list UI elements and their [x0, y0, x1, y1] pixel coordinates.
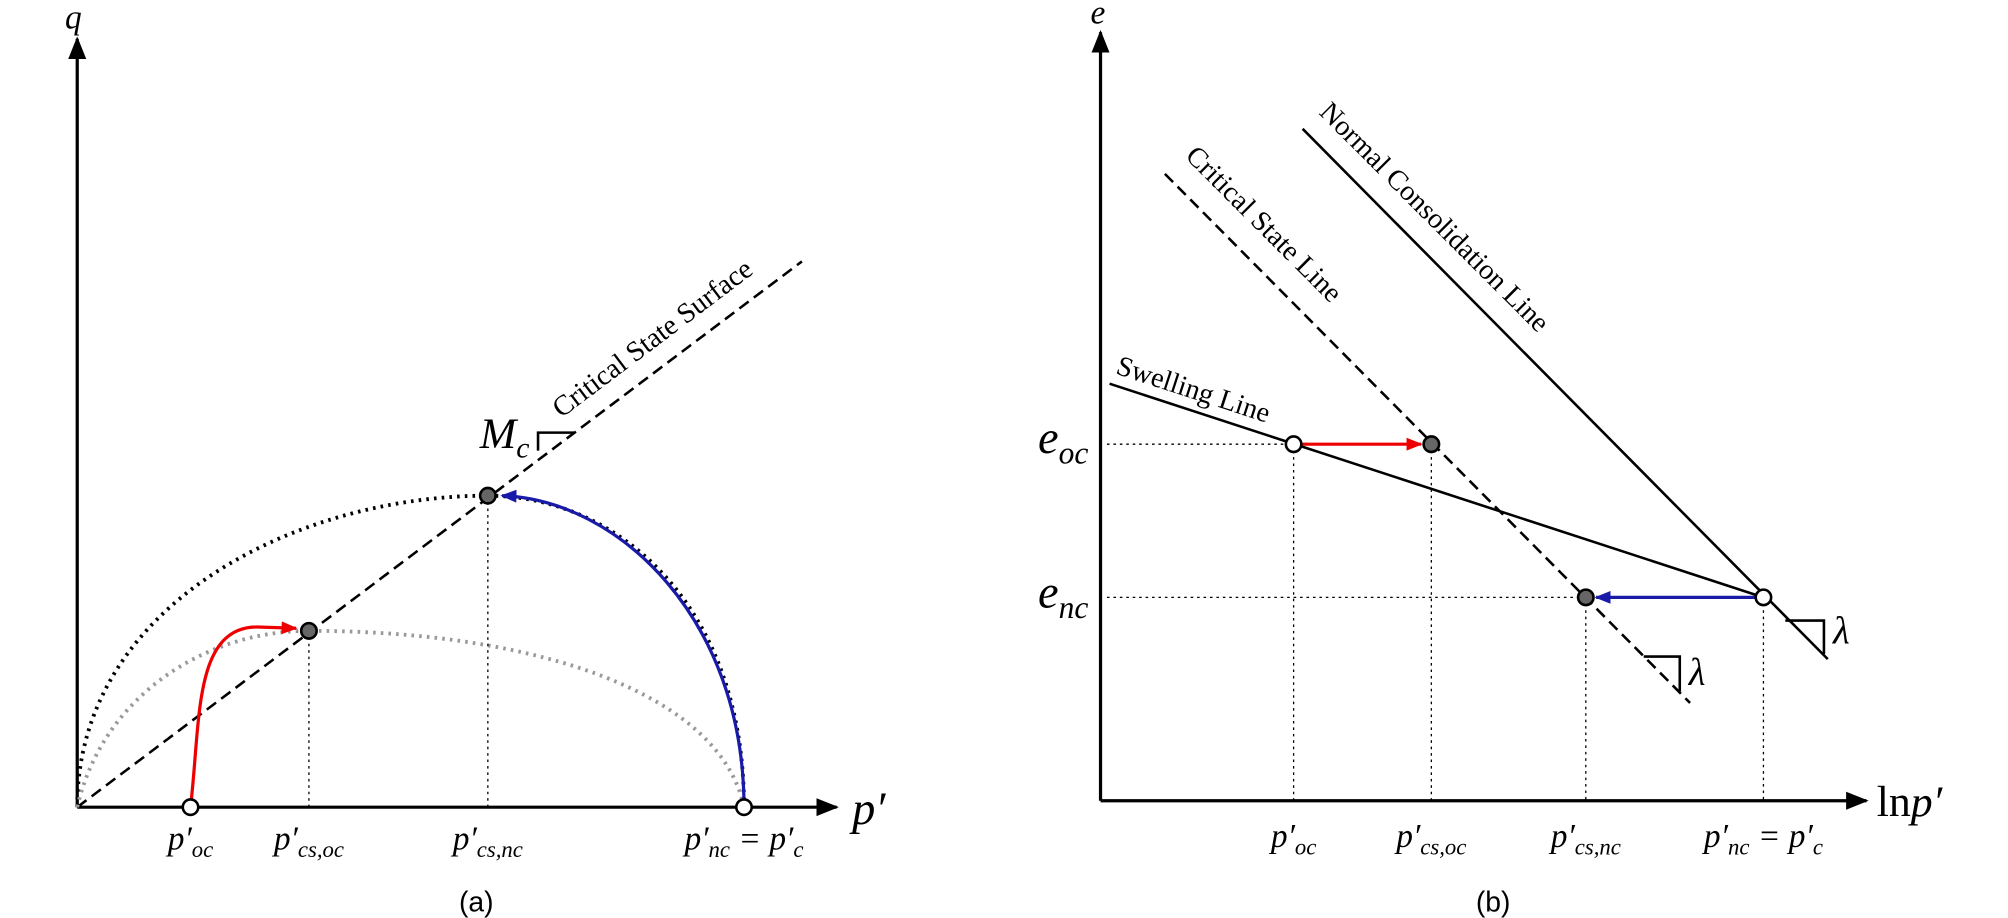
critical-state-line [76, 260, 803, 809]
nc-path [500, 489, 746, 808]
label-part: p′ [682, 821, 709, 858]
subscript: cs,nc [1575, 834, 1621, 859]
slope-label: Mc [479, 410, 530, 465]
slope-triangles [1643, 619, 1826, 692]
point-open [181, 798, 200, 817]
x-label: p′cs,oc [1394, 818, 1466, 859]
ncl [1301, 127, 1829, 661]
guide-lines [308, 495, 489, 808]
label-part: = p′ [1749, 818, 1813, 855]
slope-bracket [536, 431, 575, 451]
label-part: e [1038, 413, 1059, 464]
subscript: cs,oc [298, 837, 344, 862]
x-label: p′oc [1269, 818, 1317, 859]
x-axis-label: lnp′ [1877, 778, 1944, 826]
x-label: p′cs,oc [272, 821, 344, 862]
y-label: eoc [1038, 413, 1088, 470]
y-label: enc [1038, 568, 1088, 625]
y-axis-label: q [65, 0, 82, 36]
ncl-label: Normal Consolidation Line [1313, 96, 1555, 338]
label-part: p′ [166, 821, 193, 858]
slope-label: λ [1832, 611, 1850, 653]
yield-surface [75, 493, 746, 808]
label-part: p′ [272, 821, 299, 858]
oc-path [188, 621, 298, 808]
label-part: e [1038, 568, 1059, 619]
subscript: cs,nc [477, 837, 523, 862]
csl-label: Critical State Line [1179, 140, 1348, 309]
label-part: p′ [1702, 818, 1729, 855]
label-part: = p′ [730, 821, 794, 858]
point-open [1754, 588, 1773, 607]
subscript: c [793, 837, 803, 862]
label-part: p′ [1549, 818, 1576, 855]
point-filled [1576, 588, 1595, 607]
subscript: cs,oc [1420, 834, 1466, 859]
point-open [1284, 435, 1303, 454]
point-filled [478, 486, 497, 505]
panel-b: e lnp′ Normal Consolidation Line Critica… [1091, 0, 1944, 917]
subscript: nc [709, 837, 730, 862]
yield-surface-oc [75, 628, 746, 808]
point-filled [299, 621, 318, 640]
label-part: p′ [1908, 778, 1944, 826]
subscript: c [516, 432, 529, 465]
label-part: ln [1877, 778, 1911, 826]
point-open [734, 798, 753, 817]
x-label: p′nc = p′c [682, 821, 803, 862]
panel-a: q p′ Critical State Surface (a) [65, 0, 886, 917]
caption: (b) [1476, 885, 1511, 917]
subscript: nc [1059, 590, 1089, 625]
x-axis-label: p′ [849, 784, 886, 835]
label-part: p′ [451, 821, 478, 858]
label-part: p′ [1394, 818, 1421, 855]
caption: (a) [459, 885, 494, 917]
subscript: c [1813, 834, 1823, 859]
line-label: Critical State Surface [547, 254, 759, 424]
swelling-line [1109, 382, 1764, 599]
y-axis-label: e [1091, 0, 1106, 31]
csl [1163, 172, 1691, 704]
x-label: p′cs,nc [1549, 818, 1621, 859]
subscript: nc [1728, 834, 1749, 859]
point-filled [1422, 435, 1441, 454]
label-part: M [479, 410, 519, 458]
swelling-label: Swelling Line [1113, 351, 1274, 430]
subscript: oc [1295, 834, 1316, 859]
slope-label: λ [1688, 652, 1706, 694]
x-label: p′oc [166, 821, 214, 862]
x-label: p′cs,nc [451, 821, 523, 862]
subscript: oc [192, 837, 213, 862]
subscript: oc [1059, 435, 1089, 470]
x-label: p′nc = p′c [1702, 818, 1823, 859]
label-part: p′ [1269, 818, 1296, 855]
guide-lines [1106, 443, 1765, 801]
